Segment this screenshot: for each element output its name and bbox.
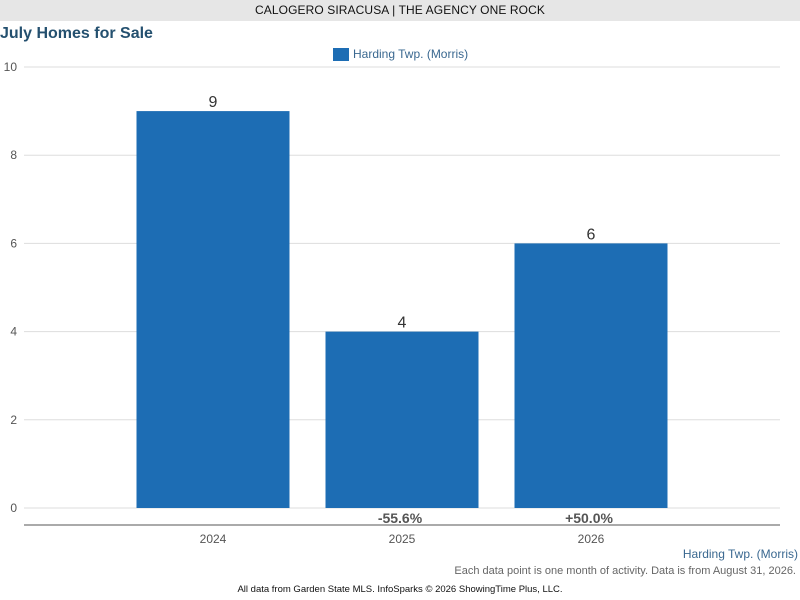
y-tick-label: 8 [10, 148, 17, 162]
x-tick-label: 2024 [200, 532, 227, 546]
chart-title: July Homes for Sale [0, 25, 153, 42]
y-tick-label: 0 [10, 501, 17, 515]
percent-change-label: -55.6% [378, 510, 423, 526]
legend[interactable]: Harding Twp. (Morris) [333, 46, 468, 62]
bar-value-label: 4 [398, 315, 407, 332]
bar-2024[interactable] [136, 111, 290, 508]
legend-swatch [333, 47, 349, 61]
y-tick-label: 4 [10, 325, 17, 339]
series-label-note: Harding Twp. (Morris) [682, 547, 798, 561]
x-tick-label: 2025 [389, 532, 416, 546]
agent-banner: CALOGERO SIRACUSA | THE AGENCY ONE ROCK [0, 0, 800, 21]
percent-change-label: +50.0% [565, 510, 613, 526]
data-source: All data from Garden State MLS. InfoSpar… [237, 584, 563, 595]
x-tick-label: 2026 [578, 532, 605, 546]
bar-2025[interactable] [325, 331, 479, 508]
bar-value-label: 9 [209, 94, 218, 111]
footnote: Each data point is one month of activity… [454, 565, 796, 577]
bar-2026[interactable] [514, 243, 668, 508]
y-tick-label: 2 [10, 413, 17, 427]
bar-value-label: 6 [587, 226, 596, 243]
y-tick-label: 6 [10, 236, 17, 250]
legend-label: Harding Twp. (Morris) [353, 47, 469, 61]
y-tick-label: 10 [4, 60, 18, 74]
